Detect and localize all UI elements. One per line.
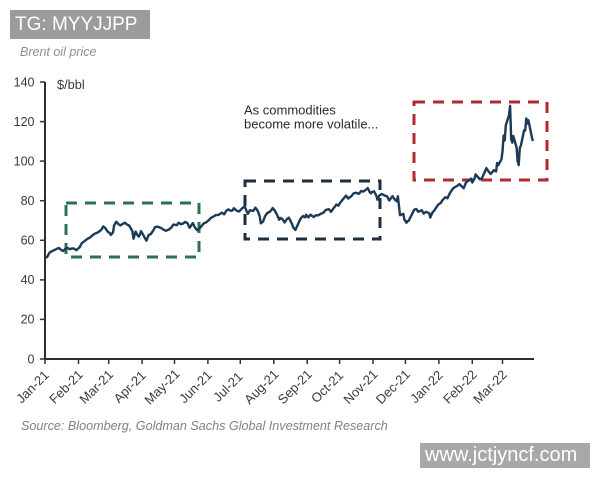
- svg-text:become more volatile...: become more volatile...: [244, 117, 378, 132]
- svg-text:Jul-21: Jul-21: [210, 369, 246, 405]
- svg-text:Mar-22: Mar-22: [470, 367, 510, 407]
- svg-text:$/bbl: $/bbl: [57, 77, 85, 92]
- svg-text:40: 40: [21, 273, 35, 287]
- svg-text:Sep-21: Sep-21: [275, 367, 315, 407]
- svg-text:0: 0: [28, 352, 35, 366]
- svg-text:Jan-22: Jan-22: [407, 367, 446, 406]
- svg-text:100: 100: [14, 154, 35, 168]
- svg-text:140: 140: [14, 75, 35, 89]
- svg-text:Jan-21: Jan-21: [13, 367, 52, 406]
- svg-text:120: 120: [14, 115, 35, 129]
- svg-text:Jun-21: Jun-21: [176, 367, 215, 406]
- svg-text:Nov-21: Nov-21: [340, 367, 380, 407]
- svg-text:Aug-21: Aug-21: [241, 367, 281, 407]
- svg-text:As commodities: As commodities: [244, 103, 336, 118]
- svg-text:60: 60: [21, 234, 35, 248]
- svg-text:May-21: May-21: [141, 366, 182, 407]
- svg-text:Dec-21: Dec-21: [373, 367, 413, 407]
- svg-text:Mar-21: Mar-21: [76, 367, 116, 407]
- svg-text:80: 80: [21, 194, 35, 208]
- svg-text:20: 20: [21, 313, 35, 327]
- svg-text:Oct-21: Oct-21: [308, 368, 346, 406]
- svg-text:Apr-21: Apr-21: [111, 368, 149, 406]
